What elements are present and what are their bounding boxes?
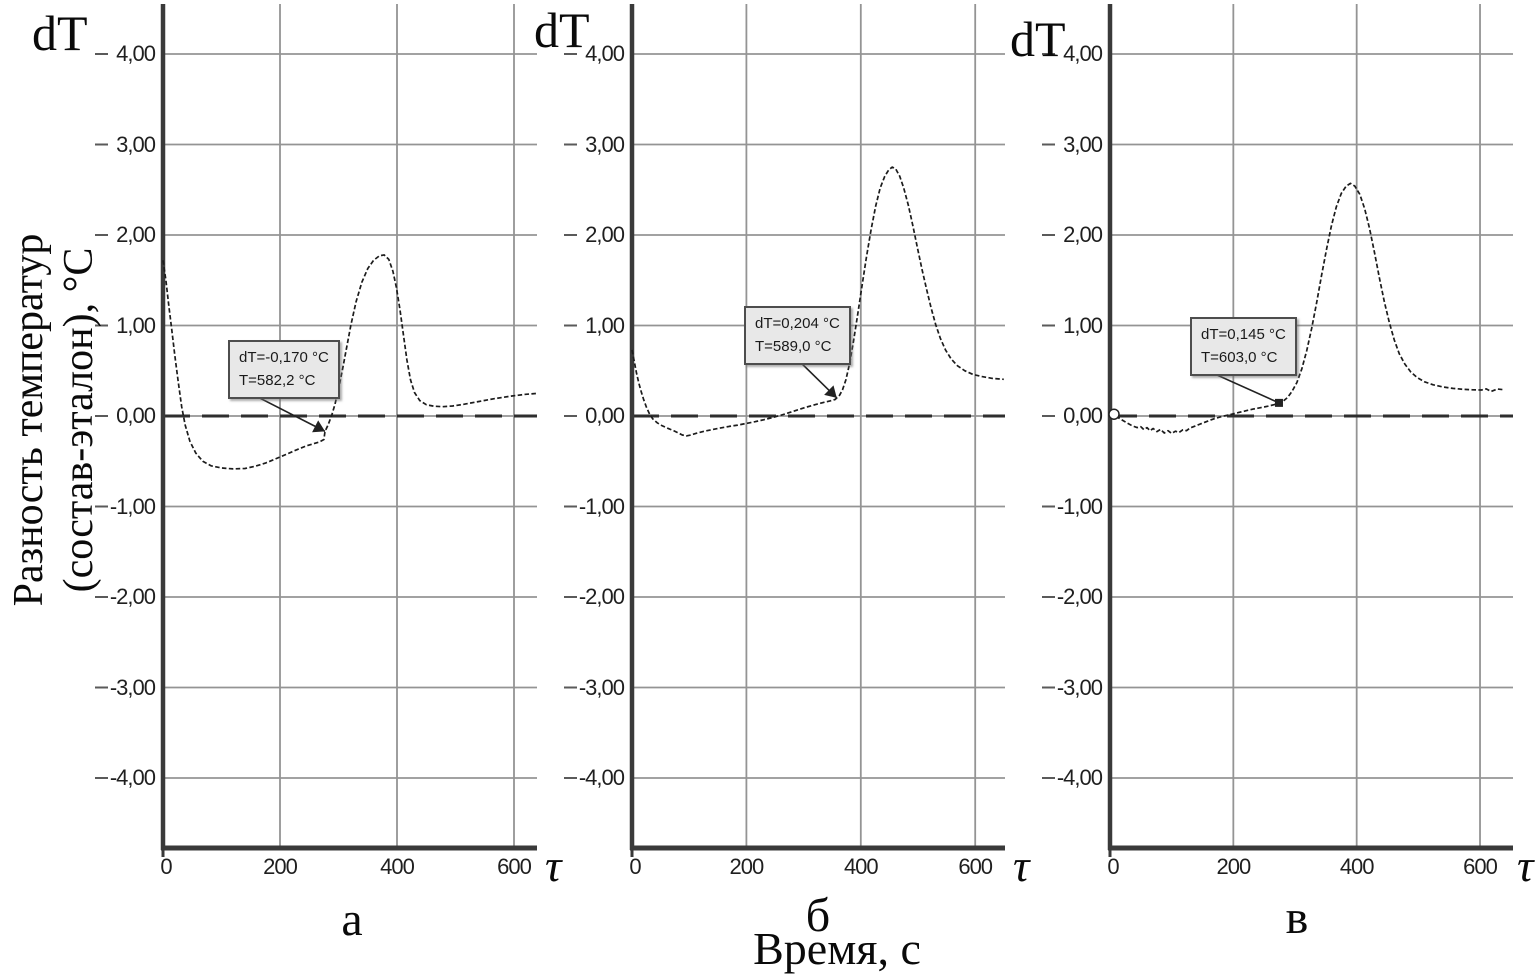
y-tick-label: 2,00 — [1063, 222, 1103, 247]
annotation-box-c: dT=0,145 °C T=603,0 °C — [1190, 317, 1297, 376]
y-tick-label: 1,00 — [1063, 312, 1103, 338]
x-axis-title: Время, с — [753, 923, 921, 974]
y-tick-label: 0,00 — [1063, 403, 1103, 428]
caption-panel-c: в — [1285, 891, 1309, 944]
y-tick-label: -1,00 — [578, 493, 625, 519]
x-tick-label: 600 — [958, 854, 993, 879]
y-tick-label: 3,00 — [116, 131, 156, 157]
x-tick-label: 600 — [497, 854, 532, 879]
annotation-b-line1: dT=0,204 °C — [755, 315, 840, 332]
y-tick-label: -2,00 — [109, 584, 156, 609]
x-tick-label: 400 — [1339, 854, 1375, 879]
x-tick-label: 400 — [843, 854, 879, 879]
y-tick-label: -4,00 — [109, 765, 156, 790]
y-tick-label: -3,00 — [578, 674, 625, 700]
dt-label-a: dT — [32, 5, 88, 61]
annotation-arrowhead — [824, 385, 837, 398]
y-tick-label: -1,00 — [1056, 493, 1103, 519]
tau-label-c: τ — [1517, 840, 1534, 891]
y-tick-label: -3,00 — [1056, 674, 1103, 700]
y-tick-label: 4,00 — [585, 41, 625, 66]
caption-panel-b: б — [805, 889, 831, 942]
x-tick-label: 0 — [629, 854, 641, 879]
x-tick-label: 200 — [263, 854, 298, 879]
dta-curve — [162, 254, 538, 470]
annotation-box-a: dT=-0,170 °C T=582,2 °C — [228, 340, 340, 399]
y-tick-label: -3,00 — [109, 674, 156, 700]
annotation-box-b: dT=0,204 °C T=589,0 °C — [744, 306, 851, 365]
dta-curve — [1109, 182, 1505, 435]
x-tick-label: 200 — [1216, 854, 1251, 879]
dt-label-b: dT — [534, 2, 590, 58]
y-tick-label: 1,00 — [116, 312, 156, 338]
y-tick-label: 0,00 — [585, 403, 625, 428]
y-tick-label: -4,00 — [1056, 765, 1103, 790]
annotation-a-line2: T=582,2 °C — [239, 372, 316, 390]
dt-label-c: dT — [1010, 11, 1066, 67]
y-tick-label: 3,00 — [585, 131, 625, 157]
x-tick-label: 0 — [160, 854, 172, 879]
annotation-c-line2: T=603,0 °C — [1201, 349, 1278, 367]
annotation-arrowhead — [312, 420, 326, 433]
dta-curve — [631, 166, 1004, 437]
y-tick-label: -2,00 — [1056, 584, 1103, 609]
y-tick-label: 3,00 — [1063, 131, 1103, 157]
y-tick-label: -4,00 — [578, 765, 625, 790]
y-tick-label: 4,00 — [116, 41, 156, 66]
y-tick-label: 1,00 — [585, 312, 625, 338]
x-tick-label: 600 — [1463, 854, 1498, 879]
y-tick-label: 2,00 — [585, 222, 625, 247]
y-tick-label: 4,00 — [1063, 41, 1103, 66]
annotation-c-line1: dT=0,145 °C — [1201, 326, 1286, 343]
y-tick-label: 2,00 — [116, 222, 156, 247]
caption-panel-a: а — [341, 893, 363, 946]
y-tick-label: 0,00 — [116, 403, 156, 428]
annotation-b-line2: T=589,0 °C — [755, 338, 832, 356]
x-tick-label: 0 — [1107, 854, 1119, 879]
tau-label-a: τ — [545, 840, 562, 891]
annotation-point-marker — [1274, 398, 1283, 407]
annotation-a-line1: dT=-0,170 °C — [239, 349, 329, 366]
y-tick-label: -2,00 — [578, 584, 625, 609]
curve-start-marker — [1108, 408, 1120, 420]
tau-label-b: τ — [1013, 840, 1030, 891]
x-tick-label: 400 — [380, 854, 415, 879]
y-tick-label: -1,00 — [109, 493, 156, 519]
x-tick-label: 200 — [729, 854, 765, 879]
